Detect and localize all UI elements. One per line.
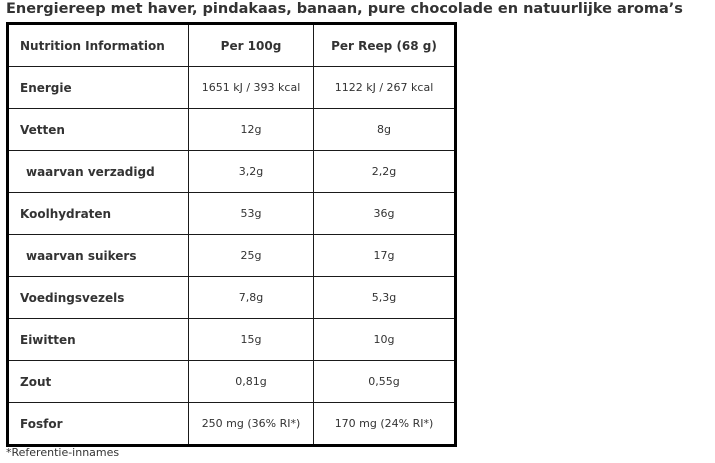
- product-title: Energiereep met haver, pindakaas, banaan…: [6, 1, 683, 17]
- row-value-per-100g: 25g: [188, 234, 314, 277]
- row-value-per-bar: 10g: [313, 318, 456, 361]
- row-value-per-100g: 12g: [188, 108, 314, 151]
- row-value-per-bar: 1122 kJ / 267 kcal: [313, 66, 456, 109]
- row-value-per-bar: 17g: [313, 234, 456, 277]
- header-per-100g: Per 100g: [188, 23, 314, 67]
- row-value-per-100g: 53g: [188, 192, 314, 235]
- table-row: waarvan verzadigd 3,2g 2,2g: [7, 150, 456, 193]
- nutrition-table: Nutrition Information Per 100g Per Reep …: [6, 22, 457, 447]
- row-label-fosfor: Fosfor: [7, 402, 189, 446]
- table-row: Energie 1651 kJ / 393 kcal 1122 kJ / 267…: [7, 66, 456, 109]
- row-label-eiwitten: Eiwitten: [7, 318, 189, 361]
- row-value-per-100g: 3,2g: [188, 150, 314, 193]
- row-label-vetten: Vetten: [7, 108, 189, 151]
- row-value-per-bar: 36g: [313, 192, 456, 235]
- table-row: waarvan suikers 25g 17g: [7, 234, 456, 277]
- row-label-voedingsvezels: Voedingsvezels: [7, 276, 189, 319]
- row-label-koolhydraten: Koolhydraten: [7, 192, 189, 235]
- row-value-per-bar: 0,55g: [313, 360, 456, 403]
- row-value-per-bar: 170 mg (24% RI*): [313, 402, 456, 446]
- table-header-row: Nutrition Information Per 100g Per Reep …: [7, 23, 456, 67]
- row-label-zout: Zout: [7, 360, 189, 403]
- table-row: Zout 0,81g 0,55g: [7, 360, 456, 403]
- header-nutrition-information: Nutrition Information: [7, 23, 189, 67]
- table-row: Voedingsvezels 7,8g 5,3g: [7, 276, 456, 319]
- row-value-per-bar: 2,2g: [313, 150, 456, 193]
- row-value-per-bar: 8g: [313, 108, 456, 151]
- table-row: Vetten 12g 8g: [7, 108, 456, 151]
- footnote-reference-intake: *Referentie-innames: [6, 446, 120, 459]
- row-value-per-bar: 5,3g: [313, 276, 456, 319]
- row-label-waarvan-verzadigd: waarvan verzadigd: [7, 150, 189, 193]
- row-value-per-100g: 15g: [188, 318, 314, 361]
- row-value-per-100g: 7,8g: [188, 276, 314, 319]
- row-value-per-100g: 0,81g: [188, 360, 314, 403]
- row-label-energie: Energie: [7, 66, 189, 109]
- table-row: Eiwitten 15g 10g: [7, 318, 456, 361]
- table-row: Fosfor 250 mg (36% RI*) 170 mg (24% RI*): [7, 402, 456, 446]
- table-row: Koolhydraten 53g 36g: [7, 192, 456, 235]
- header-per-bar: Per Reep (68 g): [313, 23, 456, 67]
- row-value-per-100g: 1651 kJ / 393 kcal: [188, 66, 314, 109]
- row-value-per-100g: 250 mg (36% RI*): [188, 402, 314, 446]
- row-label-waarvan-suikers: waarvan suikers: [7, 234, 189, 277]
